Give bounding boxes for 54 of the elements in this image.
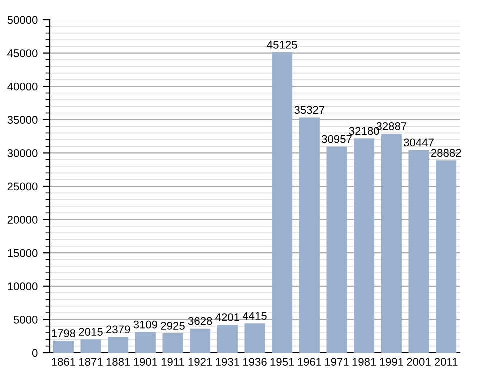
data-label: 30447 bbox=[404, 138, 434, 147]
data-label: 45125 bbox=[267, 41, 298, 49]
x-tick-label: 2011 bbox=[434, 358, 458, 366]
data-label: 2015 bbox=[79, 328, 103, 336]
y-tick-label: 15000 bbox=[8, 249, 38, 258]
data-label: 4201 bbox=[216, 314, 240, 322]
x-tick-label: 1911 bbox=[162, 358, 184, 366]
bar bbox=[244, 324, 266, 353]
y-tick-label: 10000 bbox=[8, 282, 38, 291]
x-tick-label: 1951 bbox=[270, 358, 294, 366]
data-label: 2925 bbox=[161, 322, 185, 330]
data-label: 4415 bbox=[242, 312, 267, 320]
bar bbox=[408, 150, 430, 353]
x-tick-label: 1861 bbox=[52, 358, 76, 366]
bar bbox=[217, 325, 238, 353]
x-tick-label: 1981 bbox=[352, 358, 376, 366]
x-tick-label: 1991 bbox=[380, 358, 404, 366]
bar bbox=[53, 341, 74, 353]
y-tick-label: 25000 bbox=[8, 182, 38, 191]
x-tick-label: 1971 bbox=[325, 358, 349, 366]
y-tick-label: 5000 bbox=[14, 316, 38, 324]
bar bbox=[436, 160, 457, 353]
data-label: 3109 bbox=[134, 320, 158, 329]
data-label: 28882 bbox=[431, 149, 462, 158]
bar bbox=[162, 334, 184, 353]
bar bbox=[190, 328, 211, 353]
y-tick-label: 50000 bbox=[8, 16, 38, 24]
data-label: 3628 bbox=[188, 317, 212, 326]
y-tick-label: 35000 bbox=[8, 116, 38, 124]
data-label: 35327 bbox=[294, 106, 325, 114]
bar bbox=[80, 340, 102, 353]
y-tick-label: 45000 bbox=[8, 50, 38, 58]
y-tick-label: 0 bbox=[32, 349, 38, 358]
data-label: 1798 bbox=[52, 330, 76, 338]
bar bbox=[108, 337, 129, 353]
y-tick-label: 40000 bbox=[8, 82, 38, 91]
x-tick-label: 2001 bbox=[407, 358, 431, 366]
data-label: 30957 bbox=[322, 135, 352, 144]
x-tick-label: 1881 bbox=[106, 358, 130, 366]
x-tick-label: 1931 bbox=[216, 358, 240, 366]
bar bbox=[354, 138, 375, 353]
bar bbox=[135, 332, 156, 353]
bar bbox=[272, 52, 293, 353]
x-tick-label: 1871 bbox=[79, 358, 103, 366]
y-tick-label: 30000 bbox=[8, 149, 38, 158]
y-tick-label: 20000 bbox=[8, 216, 38, 224]
bar bbox=[326, 146, 348, 353]
x-tick-label: 1936 bbox=[243, 358, 267, 366]
x-tick-label: 1921 bbox=[188, 358, 212, 366]
bar bbox=[299, 118, 320, 353]
x-tick-label: 1961 bbox=[298, 358, 322, 366]
bar bbox=[381, 134, 402, 353]
x-tick-label: 1901 bbox=[134, 358, 158, 366]
data-label: 2379 bbox=[106, 326, 130, 334]
